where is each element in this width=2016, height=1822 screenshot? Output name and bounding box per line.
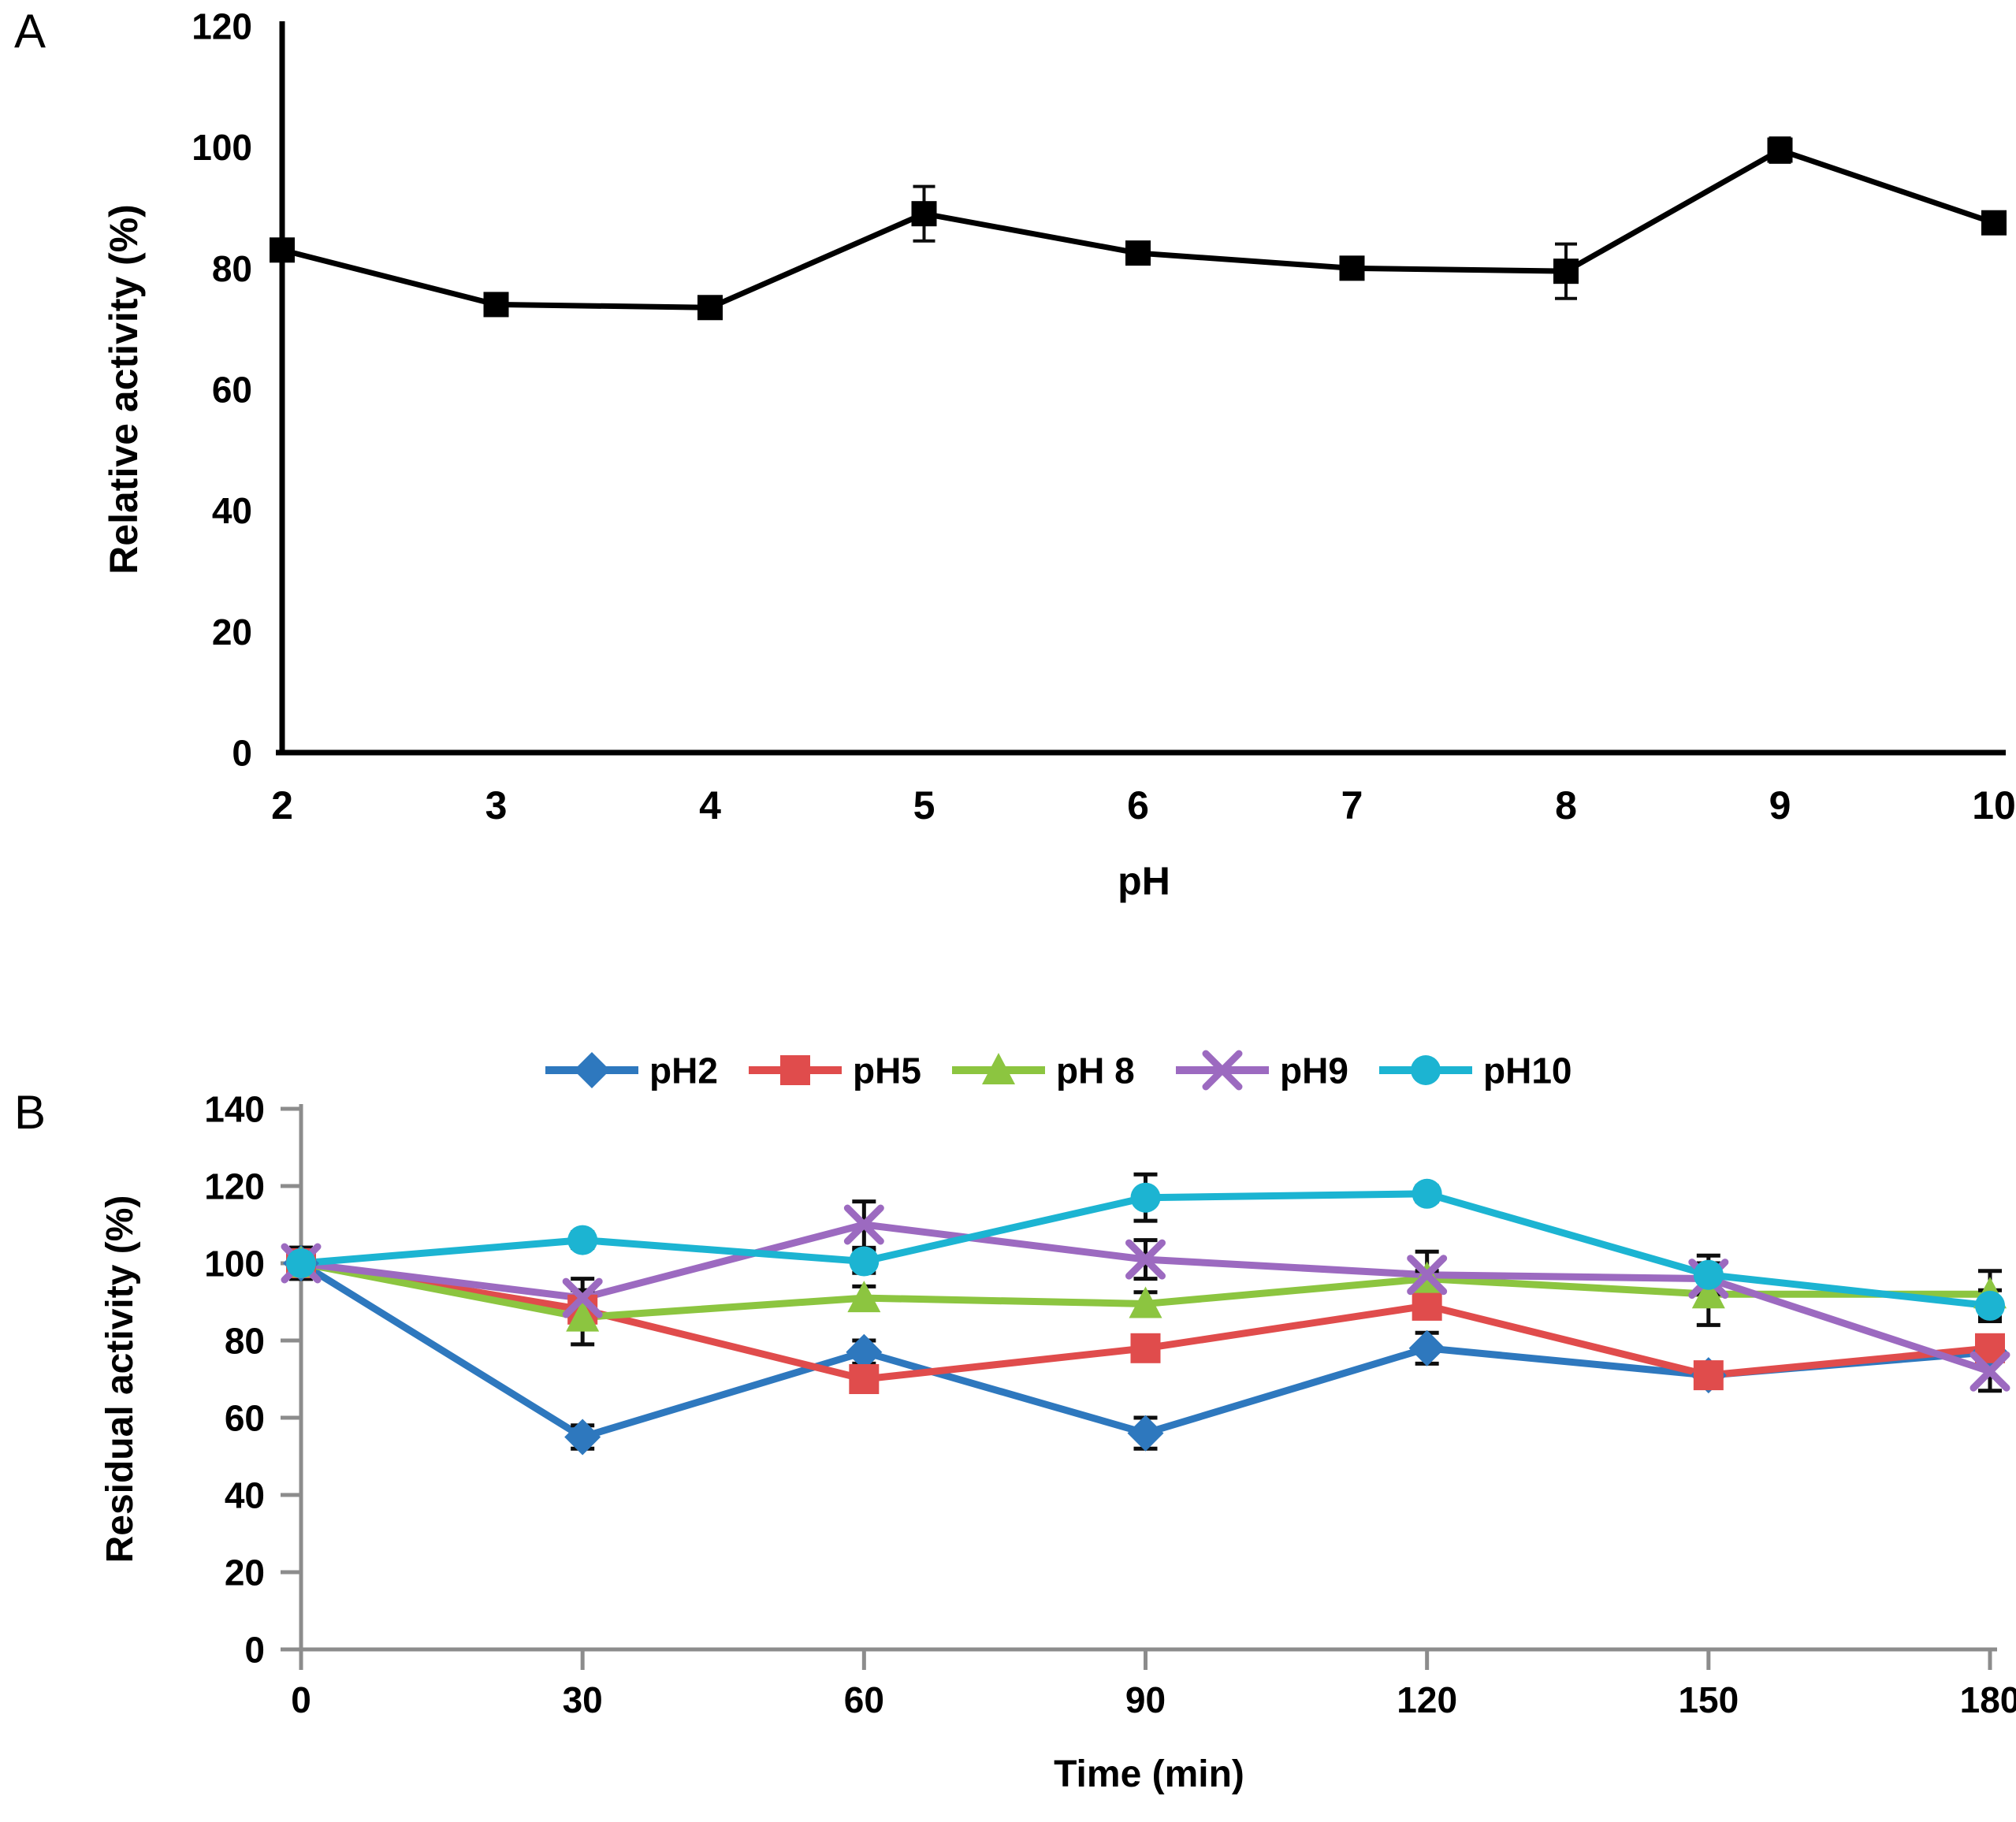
legend-label: pH2 — [649, 1050, 718, 1091]
x-tick-label: 9 — [1769, 783, 1791, 827]
panel-a-label: A — [14, 5, 46, 58]
marker-x — [1407, 1255, 1448, 1296]
x-tick-label: 0 — [291, 1679, 311, 1720]
marker-x — [843, 1204, 884, 1245]
marker-square — [1693, 1360, 1724, 1391]
y-tick-label: 0 — [232, 733, 252, 774]
marker-square — [1553, 258, 1579, 284]
legend: pH2 pH5 pH 8 pH9 pH10 — [545, 1050, 1572, 1091]
y-tick-label: 120 — [204, 1166, 265, 1207]
marker-square — [1339, 255, 1365, 281]
y-axis-title: Residual activity (%) — [99, 1195, 141, 1564]
marker-triangle — [566, 1300, 600, 1332]
x-tick-label: 8 — [1555, 783, 1577, 827]
marker-square — [270, 237, 295, 263]
x-tick-label: 30 — [563, 1679, 603, 1720]
marker-diamond — [1127, 1415, 1164, 1452]
x-tick-label: 180 — [1960, 1679, 2016, 1720]
y-tick-label: 100 — [192, 127, 252, 168]
panel-b-label: B — [14, 1086, 46, 1139]
marker-circle — [567, 1225, 598, 1255]
marker-triangle — [847, 1281, 881, 1313]
x-tick-label: 120 — [1397, 1679, 1457, 1720]
x-tick-label: 60 — [844, 1679, 884, 1720]
marker-circle — [1693, 1259, 1724, 1290]
legend-label: pH10 — [1483, 1050, 1572, 1091]
x-tick-label: 2 — [271, 783, 293, 827]
x-tick-label: 4 — [699, 783, 721, 827]
panel-a-chart: 0 20 40 60 80 100 120 2 3 4 5 6 7 8 9 10 pH Relative acti… — [102, 6, 2016, 903]
marker-circle — [1412, 1178, 1442, 1209]
y-tick-label: 40 — [212, 490, 252, 531]
legend-item-ph8: pH 8 — [952, 1050, 1135, 1091]
y-tick-label: 0 — [244, 1630, 265, 1671]
legend-item-ph10: pH10 — [1379, 1050, 1572, 1091]
marker-square — [1981, 210, 2007, 236]
marker-circle — [286, 1248, 316, 1278]
x-tick-label: 6 — [1127, 783, 1149, 827]
marker-square — [1125, 240, 1151, 266]
x-tick-label: 5 — [913, 783, 935, 827]
panel-b-chart: 0 20 40 60 80 100 120 140 0 30 60 90 120 150 180 Time (… — [99, 1050, 2016, 1795]
marker-triangle — [1129, 1286, 1162, 1318]
x-axis-title: pH — [1118, 859, 1170, 903]
y-tick-label: 40 — [225, 1475, 265, 1516]
y-tick-label: 60 — [212, 370, 252, 411]
marker-circle — [1130, 1182, 1161, 1213]
marker-x — [562, 1277, 603, 1318]
marker-x — [1970, 1351, 2010, 1392]
y-tick-label: 80 — [212, 248, 252, 289]
marker-square — [780, 1055, 810, 1085]
marker-diamond — [564, 1419, 601, 1456]
series-markers-ph9 — [281, 1204, 2010, 1392]
y-tick-label: 20 — [225, 1552, 265, 1593]
legend-label: pH 8 — [1056, 1050, 1135, 1091]
y-axis-title: Relative activity (%) — [102, 204, 146, 574]
x-tick-label: 7 — [1341, 783, 1363, 827]
marker-square — [1412, 1290, 1442, 1321]
marker-square — [1767, 137, 1793, 163]
y-tick-label: 60 — [225, 1398, 265, 1439]
legend-item-ph5: pH5 — [749, 1050, 921, 1091]
y-tick-label: 140 — [204, 1089, 265, 1130]
marker-square — [697, 295, 723, 321]
marker-square — [1130, 1333, 1161, 1363]
marker-x — [1125, 1239, 1166, 1280]
x-axis-title: Time (min) — [1054, 1753, 1244, 1795]
marker-diamond — [846, 1333, 883, 1370]
x-tick-label: 150 — [1678, 1679, 1739, 1720]
series-markers-ph10 — [286, 1178, 2005, 1321]
series-markers-relativeactivity — [270, 137, 2007, 321]
y-tick-label: 20 — [212, 612, 252, 653]
marker-square — [849, 1364, 880, 1394]
x-tick-label: 3 — [485, 783, 508, 827]
legend-item-ph9: pH9 — [1176, 1050, 1348, 1091]
series-line-relativeactivity — [279, 147, 1997, 310]
marker-square — [483, 292, 509, 318]
marker-diamond — [1408, 1329, 1445, 1366]
marker-triangle — [982, 1053, 1015, 1084]
legend-item-ph2: pH2 — [545, 1050, 718, 1091]
y-tick-label: 120 — [192, 6, 252, 47]
marker-x — [1202, 1050, 1243, 1091]
marker-square — [911, 201, 937, 227]
x-tick-label: 90 — [1125, 1679, 1166, 1720]
legend-label: pH5 — [853, 1050, 921, 1091]
legend-label: pH9 — [1280, 1050, 1348, 1091]
marker-diamond — [574, 1052, 610, 1088]
x-tick-label: 10 — [1972, 783, 2016, 827]
y-tick-label: 100 — [204, 1244, 265, 1285]
y-tick-label: 80 — [225, 1321, 265, 1362]
marker-circle — [849, 1246, 880, 1277]
marker-circle — [1411, 1055, 1441, 1085]
marker-triangle — [1691, 1277, 1725, 1309]
error-bars-relativeactivity — [271, 136, 2005, 315]
marker-circle — [1975, 1290, 2005, 1321]
